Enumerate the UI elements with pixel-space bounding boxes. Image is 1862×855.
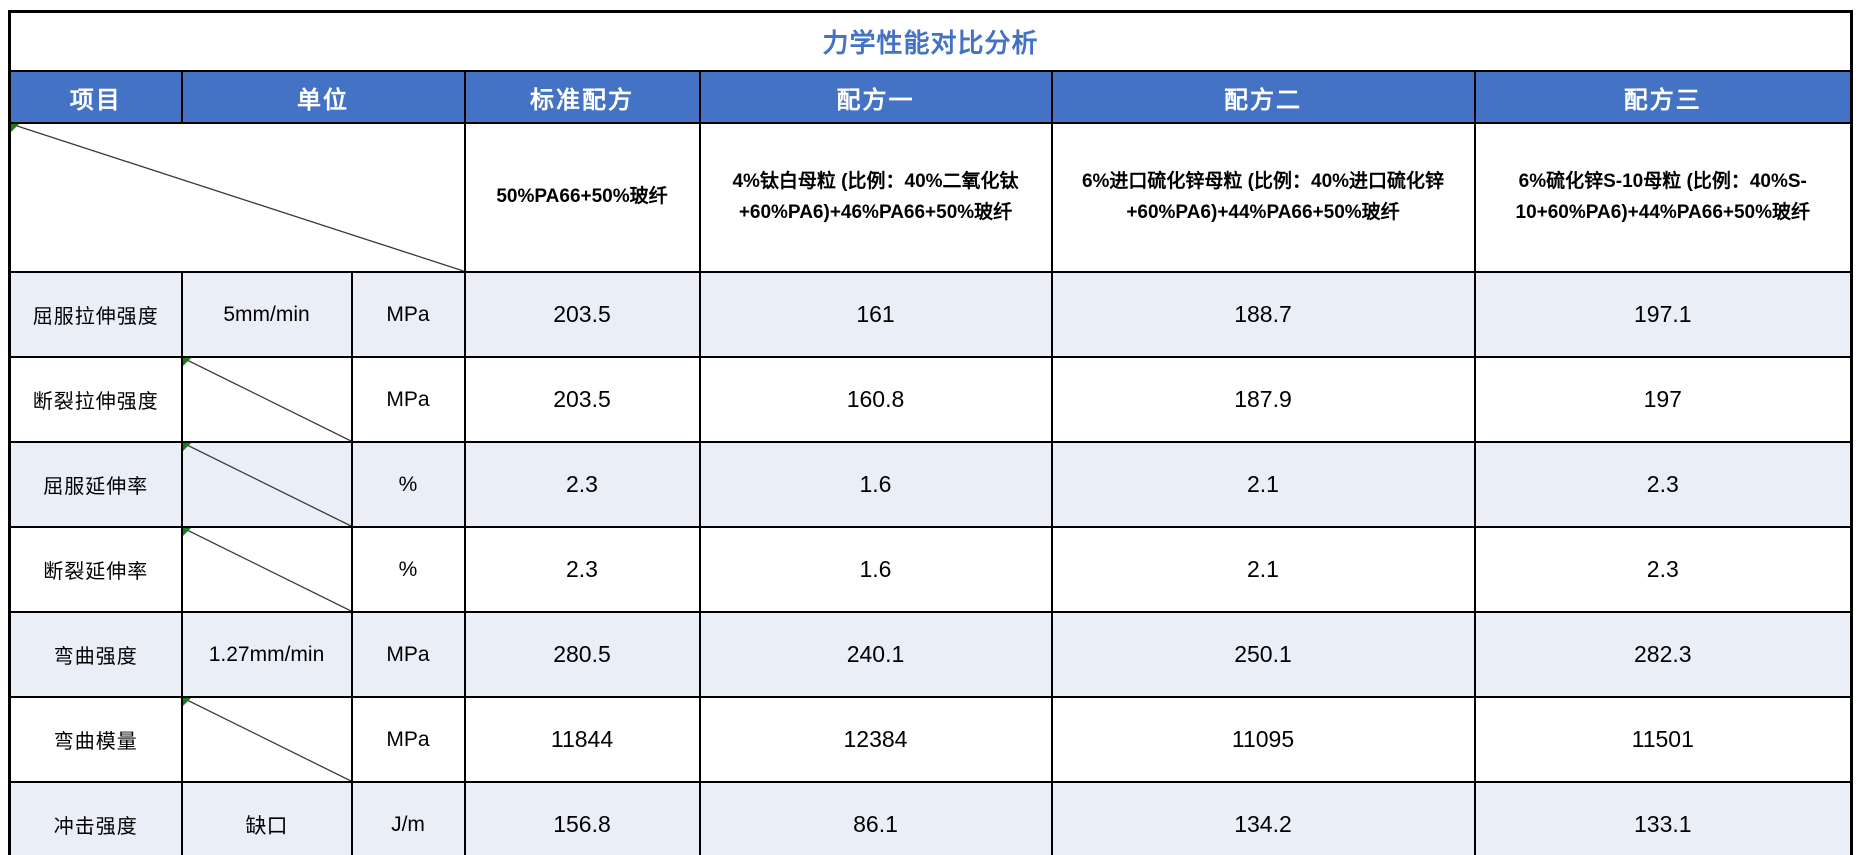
table-row: 屈服延伸率 % 2.3 1.6 2.1 2.3 [8, 441, 1853, 528]
value-formula-1: 86.1 [698, 781, 1053, 855]
value-standard: 11844 [463, 696, 701, 783]
table-row: 冲击强度 缺口 J/m 156.8 86.1 134.2 133.1 [8, 781, 1853, 855]
value-formula-1: 161 [698, 271, 1053, 358]
spreadsheet-page: 力学性能对比分析 项目 单位 标准配方 配方一 配方二 配方三 50%PA66+… [0, 10, 1862, 855]
row-label: 断裂延伸率 [8, 526, 183, 613]
value-formula-3: 197 [1473, 356, 1853, 443]
diagonal-line-icon [183, 528, 351, 611]
value-standard: 203.5 [463, 356, 701, 443]
formula-2-description: 6%进口硫化锌母粒 (比例：40%进口硫化锌+60%PA6)+44%PA66+5… [1050, 122, 1476, 273]
formula-1-description: 4%钛白母粒 (比例：40%二氧化钛+60%PA6)+46%PA66+50%玻纤 [698, 122, 1053, 273]
value-standard: 2.3 [463, 526, 701, 613]
diagonal-line-icon [183, 443, 351, 526]
test-condition-cell: 5mm/min [180, 271, 353, 358]
formula-3-description: 6%硫化锌S-10母粒 (比例：40%S-10+60%PA6)+44%PA66+… [1473, 122, 1853, 273]
table-row: 屈服拉伸强度 5mm/min MPa 203.5 161 188.7 197.1 [8, 271, 1853, 358]
value-formula-2: 250.1 [1050, 611, 1476, 698]
value-standard: 280.5 [463, 611, 701, 698]
green-corner-marker-icon [183, 529, 191, 536]
unit-cell: % [350, 441, 466, 528]
unit-cell: MPa [350, 611, 466, 698]
value-formula-1: 160.8 [698, 356, 1053, 443]
value-formula-2: 11095 [1050, 696, 1476, 783]
unit-cell: MPa [350, 356, 466, 443]
green-corner-marker-icon [183, 359, 191, 366]
value-standard: 2.3 [463, 441, 701, 528]
value-formula-1: 1.6 [698, 441, 1053, 528]
test-condition-cell-empty [180, 441, 353, 528]
header-formula-2: 配方二 [1050, 70, 1476, 124]
value-standard: 156.8 [463, 781, 701, 855]
value-formula-2: 187.9 [1050, 356, 1476, 443]
green-corner-marker-icon [183, 699, 191, 706]
header-item: 项目 [8, 70, 183, 124]
unit-cell: MPa [350, 271, 466, 358]
test-condition-cell: 缺口 [180, 781, 353, 855]
value-formula-3: 2.3 [1473, 526, 1853, 613]
value-formula-3: 2.3 [1473, 441, 1853, 528]
row-label: 屈服延伸率 [8, 441, 183, 528]
diagonal-line-icon [183, 358, 351, 441]
unit-cell: J/m [350, 781, 466, 855]
green-corner-marker-icon [183, 444, 191, 451]
value-formula-1: 240.1 [698, 611, 1053, 698]
row-label: 冲击强度 [8, 781, 183, 855]
green-corner-marker-icon [11, 125, 19, 132]
row-label: 弯曲强度 [8, 611, 183, 698]
value-formula-3: 282.3 [1473, 611, 1853, 698]
value-formula-3: 133.1 [1473, 781, 1853, 855]
diagonal-line-icon [183, 698, 351, 781]
value-formula-2: 188.7 [1050, 271, 1476, 358]
table-row: 弯曲模量 MPa 11844 12384 11095 11501 [8, 696, 1853, 783]
table-row: 断裂延伸率 % 2.3 1.6 2.1 2.3 [8, 526, 1853, 613]
row-label: 屈服拉伸强度 [8, 271, 183, 358]
diagonal-line-icon [11, 124, 464, 271]
value-formula-2: 134.2 [1050, 781, 1476, 855]
mechanical-properties-table: 力学性能对比分析 项目 单位 标准配方 配方一 配方二 配方三 50%PA66+… [8, 10, 1854, 855]
value-formula-2: 2.1 [1050, 441, 1476, 528]
header-formula-1: 配方一 [698, 70, 1053, 124]
table-row: 断裂拉伸强度 MPa 203.5 160.8 187.9 197 [8, 356, 1853, 443]
table-row: 弯曲强度 1.27mm/min MPa 280.5 240.1 250.1 28… [8, 611, 1853, 698]
test-condition-cell-empty [180, 696, 353, 783]
header-formula-3: 配方三 [1473, 70, 1853, 124]
formula-standard: 50%PA66+50%玻纤 [463, 122, 701, 273]
table-title: 力学性能对比分析 [8, 10, 1853, 72]
value-formula-1: 12384 [698, 696, 1053, 783]
unit-cell: % [350, 526, 466, 613]
test-condition-cell: 1.27mm/min [180, 611, 353, 698]
value-formula-3: 197.1 [1473, 271, 1853, 358]
value-formula-1: 1.6 [698, 526, 1053, 613]
row-label: 弯曲模量 [8, 696, 183, 783]
value-formula-3: 11501 [1473, 696, 1853, 783]
row-label: 断裂拉伸强度 [8, 356, 183, 443]
unit-cell: MPa [350, 696, 466, 783]
header-standard-formula: 标准配方 [463, 70, 701, 124]
header-unit: 单位 [180, 70, 466, 124]
test-condition-cell-empty [180, 356, 353, 443]
test-condition-cell-empty [180, 526, 353, 613]
diagonal-header-cell [8, 122, 466, 273]
value-formula-2: 2.1 [1050, 526, 1476, 613]
value-standard: 203.5 [463, 271, 701, 358]
